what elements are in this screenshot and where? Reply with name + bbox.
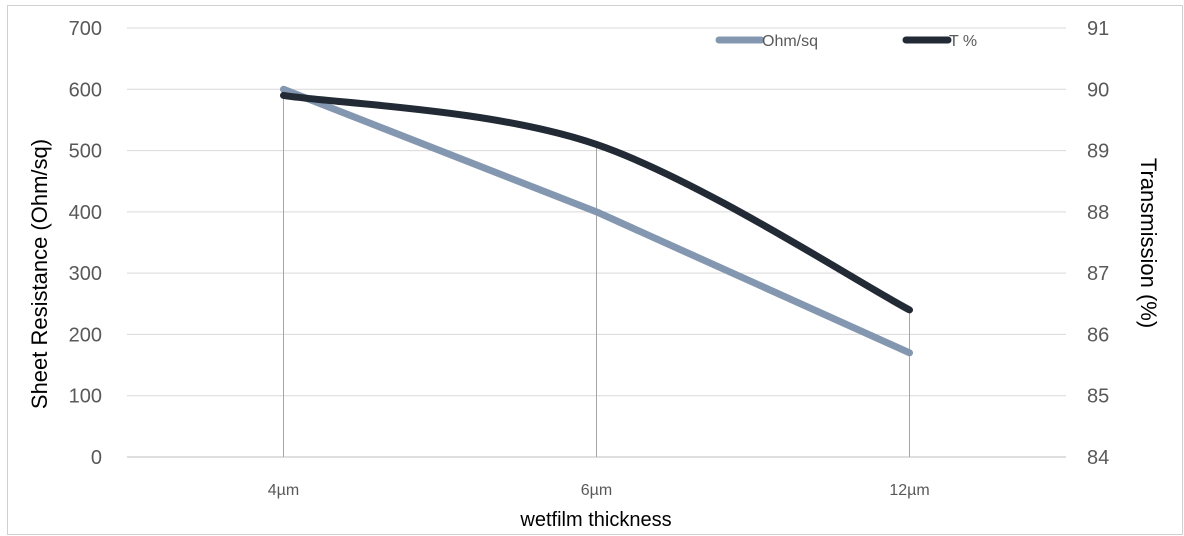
drop-lines — [283, 89, 910, 457]
x-tick-label: 6µm — [581, 482, 612, 499]
legend: Ohm/sq T % — [715, 33, 977, 50]
left-axis-title: Sheet Resistance (Ohm/sq) — [27, 139, 52, 409]
right-tick-label: 90 — [1087, 79, 1109, 101]
x-tick-label: 12µm — [889, 482, 929, 499]
left-tick-label: 200 — [69, 324, 102, 346]
series-line-t — [280, 91, 913, 314]
right-tick-label: 87 — [1087, 263, 1109, 285]
series-line-ohm-sq — [280, 85, 913, 357]
right-tick-label: 84 — [1087, 447, 1109, 469]
right-tick-label: 91 — [1087, 18, 1109, 40]
right-tick-label: 88 — [1087, 202, 1109, 224]
x-axis-title: wetfilm thickness — [519, 509, 671, 531]
chart-frame — [7, 5, 1183, 535]
x-axis-ticks: 4µm 6µm 12µm — [268, 482, 930, 499]
right-tick-label: 86 — [1087, 324, 1109, 346]
right-tick-label: 89 — [1087, 141, 1109, 163]
left-tick-label: 500 — [69, 141, 102, 163]
left-tick-label: 100 — [69, 386, 102, 408]
left-tick-label: 400 — [69, 202, 102, 224]
right-axis-title: Transmission (%) — [1136, 158, 1161, 328]
legend-label-ohm-sq: Ohm/sq — [762, 33, 818, 50]
right-axis-ticks: 84 85 86 87 88 89 90 91 — [1087, 18, 1109, 469]
series-lines — [280, 85, 913, 357]
left-tick-label: 600 — [69, 79, 102, 101]
left-axis-ticks: 0 100 200 300 400 500 600 700 — [69, 18, 102, 469]
left-tick-label: 0 — [91, 447, 102, 469]
left-tick-label: 700 — [69, 18, 102, 40]
legend-label-t: T % — [949, 33, 977, 50]
right-tick-label: 85 — [1087, 386, 1109, 408]
left-tick-label: 300 — [69, 263, 102, 285]
x-tick-label: 4µm — [268, 482, 299, 499]
